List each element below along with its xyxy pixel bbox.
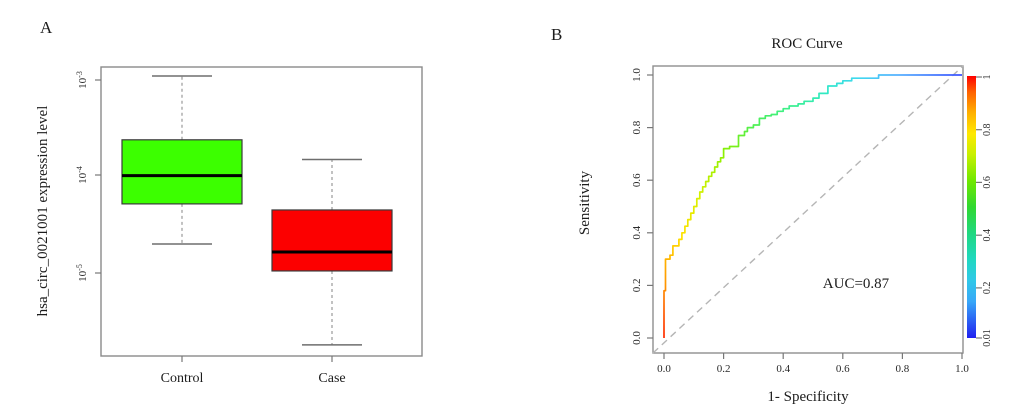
panel-b-xtick-label: 0.0 [657,363,671,375]
colorbar-gradient [967,76,976,338]
panel-b-xtick-label: 0.2 [717,363,731,375]
panel-a-y-axis-title: hsa_circ_0021001 expression level [35,106,51,317]
panel-b-xtick-label: 0.8 [896,363,910,375]
panel-b-ytick-label: 0.0 [631,331,643,345]
panel-a-letter: A [40,18,53,37]
box-case [271,158,393,346]
panel-b-diagonal-reference-line [652,65,964,354]
box-control [121,75,243,245]
panel-a-ytick-label: 10-3 [75,71,89,89]
auc-annotation: AUC=0.87 [823,276,890,292]
panel-a: A 10-3 10-4 10-5 hsa_circ_0021001 expres… [35,18,423,386]
panel-b-letter: B [551,25,562,44]
panel-b-ytick-label: 0.8 [631,120,643,134]
panel-b-xtick-label: 1.0 [955,363,969,375]
panel-a-ytick-label: 10-4 [75,166,89,184]
panel-b-y-axis-title: Sensitivity [577,170,593,235]
colorbar: 1 0.8 0.6 0.4 0.2 0.01 [967,75,993,347]
panel-a-ytick-label: 10-5 [75,264,89,282]
panel-a-category-case: Case [318,371,345,386]
colorbar-tick-label: 0.8 [982,123,993,136]
panel-b-plot-frame [652,65,964,354]
colorbar-tick-label: 0.2 [982,282,993,295]
panel-a-boxes [121,75,393,346]
panel-b: B ROC Curve 0.0 0.2 0.4 0.6 0.8 1.0 0.0 … [551,25,993,405]
panel-b-xtick-label: 0.6 [836,363,850,375]
box-iqr [121,139,243,205]
panel-b-x-axis-title: 1- Specificity [767,389,849,405]
box-iqr [271,209,393,272]
roc-curve [663,74,962,338]
colorbar-tick-label: 0.01 [982,329,993,347]
panel-b-title: ROC Curve [771,36,843,52]
panel-a-plot-frame [100,66,423,357]
colorbar-tick-label: 0.4 [982,229,993,242]
panel-b-ytick-label: 0.2 [631,279,643,293]
panel-b-ytick-label: 1.0 [631,68,643,82]
panel-a-category-control: Control [161,371,204,386]
panel-b-xtick-label: 0.4 [776,363,790,375]
panel-b-ytick-label: 0.4 [631,225,643,239]
colorbar-tick-label: 1 [982,75,993,80]
colorbar-tick-label: 0.6 [982,176,993,189]
panel-b-ytick-label: 0.6 [631,173,643,187]
